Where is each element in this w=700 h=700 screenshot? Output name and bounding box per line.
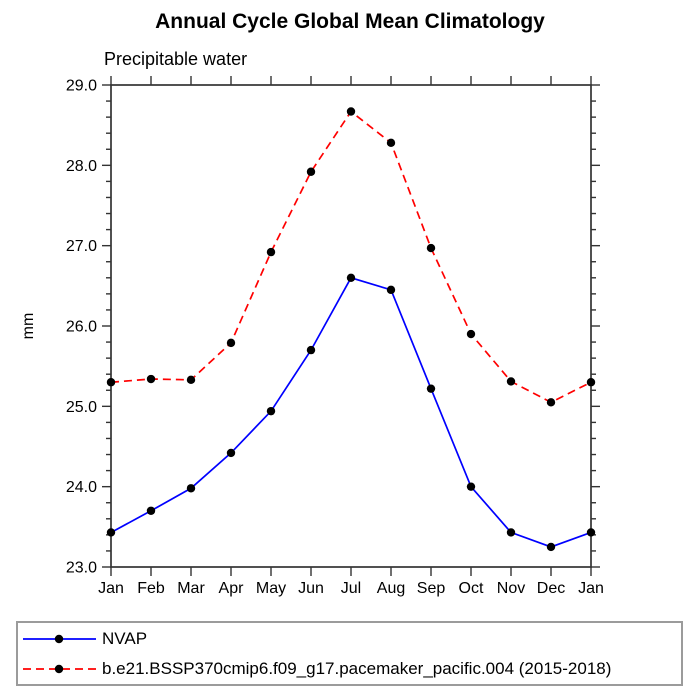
data-point-marker bbox=[106, 528, 116, 537]
series-line-nvap bbox=[110, 276, 592, 548]
series-line-model bbox=[110, 110, 592, 404]
data-point-marker bbox=[346, 273, 356, 282]
data-point-marker bbox=[386, 285, 396, 295]
y-tick-label: 29.0 bbox=[66, 78, 97, 95]
data-point-marker bbox=[466, 329, 476, 339]
data-point-marker bbox=[466, 482, 476, 491]
data-point-marker bbox=[306, 167, 316, 176]
y-tick-label: 23.0 bbox=[66, 560, 97, 577]
x-tick-label: Jan bbox=[578, 580, 604, 597]
data-point-marker bbox=[586, 528, 596, 537]
x-tick-label: Jul bbox=[341, 580, 361, 597]
chart-subtitle: Precipitable water bbox=[104, 49, 248, 69]
legend-line-sample bbox=[23, 634, 96, 643]
plot-frame bbox=[110, 84, 592, 568]
data-point-marker bbox=[186, 375, 196, 385]
data-point-marker bbox=[226, 338, 236, 348]
x-tick-label: Apr bbox=[219, 580, 245, 597]
x-tick-label: Oct bbox=[459, 580, 484, 597]
data-point-marker bbox=[346, 107, 356, 116]
data-point-marker bbox=[506, 377, 516, 386]
data-point-marker bbox=[226, 448, 236, 458]
y-tick-label: 26.0 bbox=[66, 319, 97, 336]
x-tick-label: Jun bbox=[298, 580, 324, 597]
data-point-marker bbox=[546, 542, 556, 552]
legend-marker-icon bbox=[54, 664, 64, 673]
data-point-marker bbox=[506, 528, 516, 537]
legend-row: NVAP bbox=[18, 624, 681, 654]
data-point-marker bbox=[306, 345, 316, 355]
y-tick-label: 25.0 bbox=[66, 399, 97, 416]
data-point-marker bbox=[386, 138, 396, 148]
x-tick-label: Sep bbox=[417, 580, 446, 597]
y-tick-label: 28.0 bbox=[66, 158, 97, 175]
data-point-marker bbox=[586, 378, 596, 387]
y-tick-label: 27.0 bbox=[66, 238, 97, 255]
data-point-marker bbox=[146, 506, 156, 515]
legend-box: NVAP b.e21.BSSP370cmip6.f09_g17.pacemaker… bbox=[16, 621, 683, 686]
x-tick-label: Dec bbox=[537, 580, 565, 597]
x-tick-label: Feb bbox=[137, 580, 165, 597]
x-tick-label: Aug bbox=[377, 580, 405, 597]
x-tick-label: May bbox=[256, 580, 286, 597]
data-point-marker bbox=[186, 484, 196, 493]
legend-label: b.e21.BSSP370cmip6.f09_g17.pacemaker_pac… bbox=[102, 658, 612, 678]
legend-marker-icon bbox=[54, 634, 64, 643]
x-tick-label: Nov bbox=[497, 580, 525, 597]
data-point-marker bbox=[266, 406, 276, 416]
data-point-marker bbox=[146, 374, 156, 384]
chart-title: Annual Cycle Global Mean Climatology bbox=[155, 10, 545, 33]
legend-line-sample bbox=[23, 664, 96, 673]
data-point-marker bbox=[426, 384, 436, 393]
legend-label: NVAP bbox=[102, 628, 148, 648]
data-point-marker bbox=[426, 243, 436, 253]
data-point-marker bbox=[106, 378, 116, 387]
y-tick-label: 24.0 bbox=[66, 479, 97, 496]
x-tick-label: Mar bbox=[177, 580, 205, 597]
data-point-marker bbox=[266, 247, 276, 257]
legend-row: b.e21.BSSP370cmip6.f09_g17.pacemaker_pac… bbox=[18, 654, 681, 684]
x-tick-label: Jan bbox=[98, 580, 124, 597]
data-point-marker bbox=[546, 398, 556, 407]
